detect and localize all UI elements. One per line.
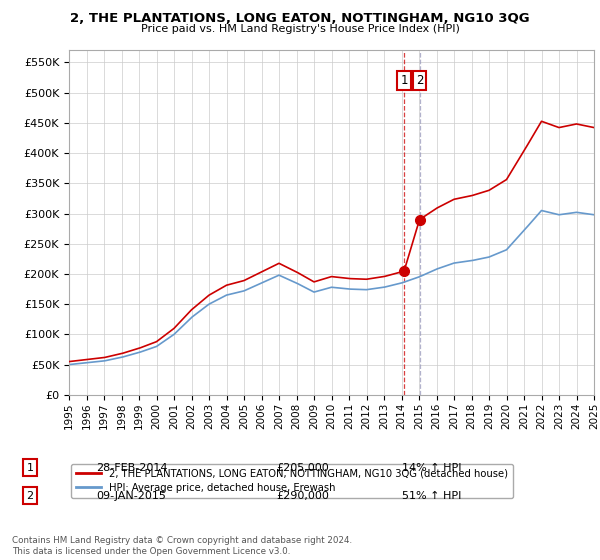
Text: 1: 1 [26, 463, 34, 473]
Text: 51% ↑ HPI: 51% ↑ HPI [402, 491, 461, 501]
Text: £205,000: £205,000 [276, 463, 329, 473]
Text: £290,000: £290,000 [276, 491, 329, 501]
Text: 09-JAN-2015: 09-JAN-2015 [96, 491, 166, 501]
Legend: 2, THE PLANTATIONS, LONG EATON, NOTTINGHAM, NG10 3QG (detached house), HPI: Aver: 2, THE PLANTATIONS, LONG EATON, NOTTINGH… [71, 464, 514, 497]
Text: 28-FEB-2014: 28-FEB-2014 [96, 463, 167, 473]
Text: Price paid vs. HM Land Registry's House Price Index (HPI): Price paid vs. HM Land Registry's House … [140, 24, 460, 34]
Text: 14% ↑ HPI: 14% ↑ HPI [402, 463, 461, 473]
Text: Contains HM Land Registry data © Crown copyright and database right 2024.
This d: Contains HM Land Registry data © Crown c… [12, 536, 352, 556]
Text: 2: 2 [416, 74, 423, 87]
Text: 2, THE PLANTATIONS, LONG EATON, NOTTINGHAM, NG10 3QG: 2, THE PLANTATIONS, LONG EATON, NOTTINGH… [70, 12, 530, 25]
Text: 2: 2 [26, 491, 34, 501]
Text: 1: 1 [400, 74, 408, 87]
